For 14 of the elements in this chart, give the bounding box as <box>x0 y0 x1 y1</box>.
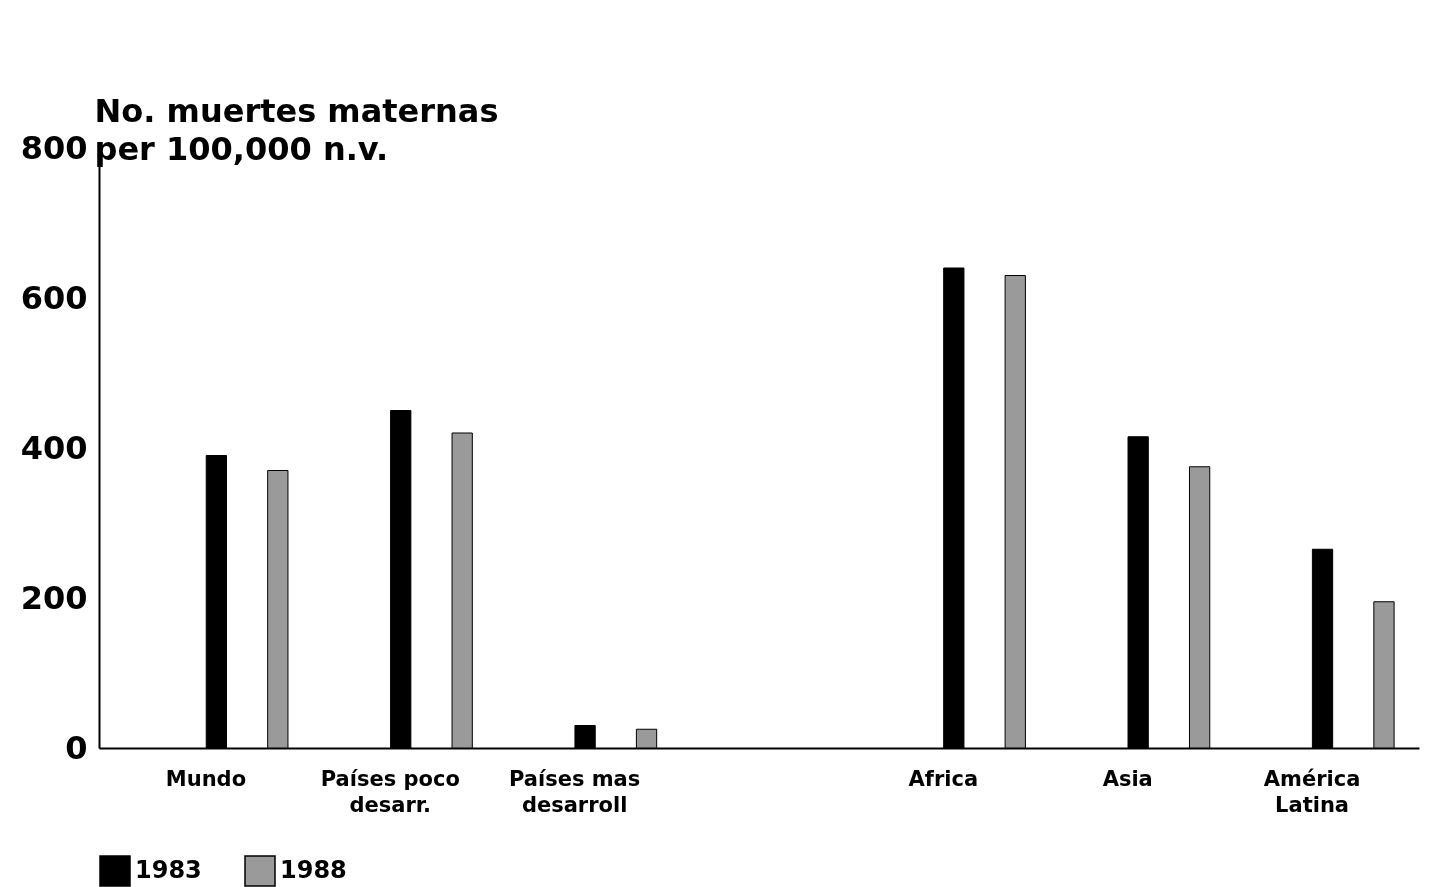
x-tick-label: América Latina <box>1263 766 1361 817</box>
y-tick-label: 400 <box>20 428 88 467</box>
y-tick-label: 0 <box>65 728 88 767</box>
x-tick-label: Africa <box>908 766 979 791</box>
x-tick-label: Países poco desarr. <box>320 766 460 817</box>
legend-label: 1983 <box>135 856 202 884</box>
x-tick-label: Países mas desarroll <box>508 766 641 817</box>
x-tick-label: Asia <box>1102 766 1153 791</box>
y-axis-title: No. muertes maternas per 100,000 n.v. <box>94 91 499 168</box>
x-tick-label: Mundo <box>165 766 247 791</box>
y-tick-label: 600 <box>20 278 88 317</box>
y-tick-label: 200 <box>20 578 88 617</box>
y-tick-label: 800 <box>20 128 88 167</box>
legend-label: 1988 <box>280 856 347 884</box>
